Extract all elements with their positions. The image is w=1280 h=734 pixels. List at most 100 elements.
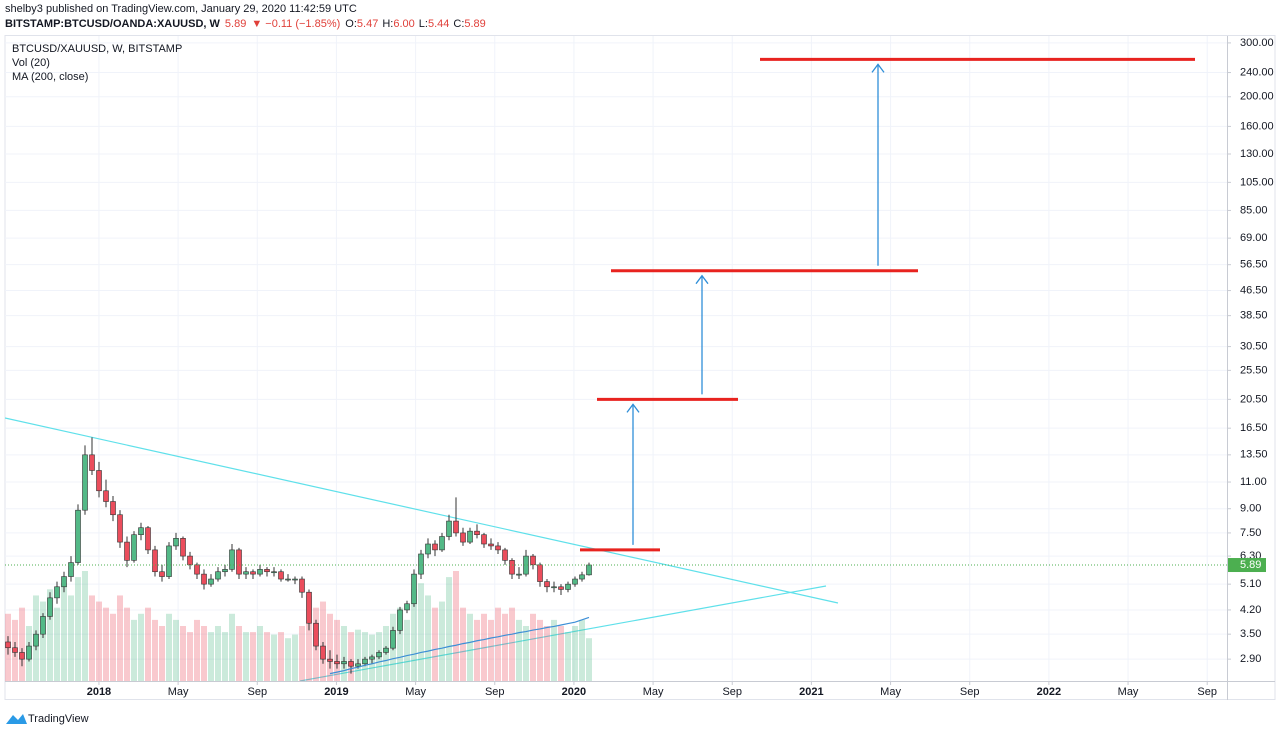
candle-body bbox=[439, 536, 445, 551]
candle-body bbox=[404, 603, 410, 611]
volume-bar bbox=[173, 619, 179, 681]
volume-bar bbox=[348, 632, 354, 681]
candle-body bbox=[418, 553, 424, 575]
y-tick-label: 13.50 bbox=[1240, 449, 1268, 461]
candle-body bbox=[40, 616, 46, 635]
volume-bar bbox=[327, 613, 333, 681]
y-tick-label: 85.00 bbox=[1240, 204, 1268, 216]
candle-body bbox=[75, 509, 81, 563]
candle-body bbox=[390, 630, 396, 649]
volume-bar bbox=[453, 571, 459, 681]
y-tick-label: 69.00 bbox=[1240, 232, 1268, 244]
candle-body bbox=[558, 586, 564, 590]
brand: TradingView bbox=[28, 713, 89, 725]
volume-bar bbox=[341, 626, 347, 681]
x-tick-label: May bbox=[405, 686, 426, 698]
candle-body bbox=[68, 562, 74, 577]
volume-bar bbox=[474, 619, 480, 681]
x-tick-label: 2021 bbox=[799, 686, 823, 698]
volume-bar bbox=[558, 626, 564, 681]
candle-body bbox=[278, 571, 284, 580]
drawings: 5.89 bbox=[5, 57, 1266, 573]
volume-bar bbox=[19, 607, 25, 681]
volume-bar bbox=[194, 619, 200, 681]
candle-body bbox=[110, 501, 116, 516]
volume-bar bbox=[439, 601, 445, 681]
volume-bar bbox=[404, 619, 410, 681]
volume-bar bbox=[362, 632, 368, 681]
x-tick-label: 2020 bbox=[562, 686, 586, 698]
candle-body bbox=[264, 569, 270, 573]
candle-body bbox=[341, 661, 347, 665]
volume-bar bbox=[229, 613, 235, 681]
y-tick-label: 7.50 bbox=[1240, 527, 1261, 539]
symbol: BITSTAMP:BTCUSD/OANDA:XAUUSD, W bbox=[5, 18, 221, 30]
volume-bar bbox=[537, 619, 543, 681]
legend-item: MA (200, close) bbox=[12, 71, 88, 83]
arrow-head bbox=[626, 403, 640, 413]
arrow-head bbox=[871, 63, 885, 73]
x-tick-label: Sep bbox=[1197, 686, 1217, 698]
volume-bar bbox=[208, 632, 214, 681]
volume-bar bbox=[495, 607, 501, 681]
candle-body bbox=[579, 574, 585, 580]
candle-body bbox=[397, 609, 403, 631]
published-line: shelby3 published on TradingView.com, Ja… bbox=[5, 3, 357, 15]
volume-bar bbox=[271, 634, 277, 681]
frame bbox=[4, 35, 1276, 700]
volume-bar bbox=[152, 619, 158, 681]
candle-body bbox=[488, 543, 494, 547]
y-tick-label: 38.50 bbox=[1240, 310, 1268, 322]
volume-bar bbox=[285, 638, 291, 681]
y-tick-label: 240.00 bbox=[1240, 66, 1274, 78]
volume-bar bbox=[551, 619, 557, 681]
y-tick-label: 5.10 bbox=[1240, 578, 1261, 590]
candle-body bbox=[166, 545, 172, 577]
candle-body bbox=[243, 571, 249, 575]
plot bbox=[5, 417, 839, 681]
candle-body bbox=[509, 560, 515, 575]
last: 5.89 bbox=[225, 18, 246, 30]
volume-bar bbox=[411, 589, 417, 681]
candle-body bbox=[208, 578, 214, 585]
candle-body bbox=[348, 661, 354, 667]
last-price-label: 5.89 bbox=[1240, 559, 1261, 571]
candle-body bbox=[82, 454, 88, 511]
grid: 2.903.504.205.106.307.509.0011.0013.5016… bbox=[5, 36, 1274, 698]
volume-bar bbox=[96, 601, 102, 681]
y-tick-label: 2.90 bbox=[1240, 653, 1261, 665]
volume-bar bbox=[180, 626, 186, 681]
candle-body bbox=[565, 583, 571, 590]
y-tick-label: 300.00 bbox=[1240, 37, 1274, 49]
volume-bar bbox=[201, 626, 207, 681]
candle-body bbox=[453, 520, 459, 534]
volume-bar bbox=[446, 577, 452, 681]
c-label: C: bbox=[453, 18, 464, 30]
l-label: L: bbox=[419, 18, 428, 30]
candle-body bbox=[460, 532, 466, 543]
candle-body bbox=[369, 656, 375, 660]
candle-body bbox=[180, 538, 186, 557]
candle-body bbox=[26, 645, 32, 660]
h-value: 6.00 bbox=[393, 18, 414, 30]
candle-body bbox=[320, 645, 326, 660]
volume-bar bbox=[502, 613, 508, 681]
h-label: H: bbox=[382, 18, 393, 30]
candle-body bbox=[586, 564, 592, 576]
c-value: 5.89 bbox=[464, 18, 485, 30]
y-tick-label: 46.50 bbox=[1240, 284, 1268, 296]
volume-bar bbox=[586, 638, 592, 681]
change: ▼ −0.11 (−1.85%) bbox=[251, 18, 340, 30]
candle-body bbox=[355, 663, 361, 667]
candle-body bbox=[250, 571, 256, 575]
candle-body bbox=[432, 543, 438, 551]
candle-body bbox=[530, 555, 536, 566]
candle-body bbox=[481, 534, 487, 545]
candle-body bbox=[376, 652, 382, 658]
x-tick-label: May bbox=[168, 686, 189, 698]
candle-body bbox=[96, 470, 102, 492]
volume-bar bbox=[334, 619, 340, 681]
volume-bar bbox=[215, 626, 221, 681]
volume-bar bbox=[418, 583, 424, 681]
candle-body bbox=[201, 573, 207, 585]
